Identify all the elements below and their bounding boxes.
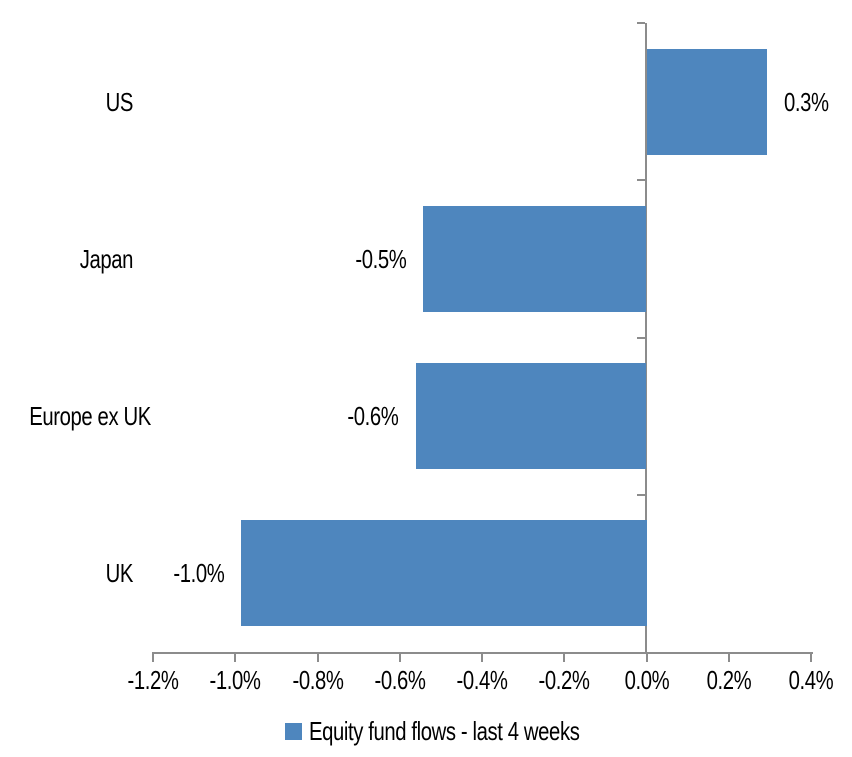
- x-axis-tick-4: [481, 654, 483, 662]
- category-label-uk: UK: [105, 558, 134, 589]
- data-label-europe-ex-uk: -0.6%: [347, 401, 399, 432]
- legend-label: Equity fund flows - last 4 weeks: [309, 716, 580, 746]
- bar-japan: [423, 205, 647, 312]
- x-axis-tick-6: [645, 654, 648, 662]
- bar-uk: [241, 520, 647, 627]
- x-axis-tick-label-6: 0.0%: [624, 665, 669, 695]
- legend-swatch: [285, 723, 302, 740]
- x-axis-tick-label-1: -1.0%: [209, 665, 261, 695]
- x-axis-tick-label-2: -0.8%: [291, 665, 344, 695]
- x-axis-tick-7: [727, 654, 730, 662]
- x-axis-tick-label-4: -0.4%: [456, 665, 508, 695]
- data-label-uk: -1.0%: [172, 558, 224, 589]
- x-axis-tick-label-8: 0.4%: [788, 665, 834, 695]
- data-label-us: 0.3%: [784, 86, 829, 117]
- category-label-europe-ex-uk: Europe ex UK: [29, 401, 151, 432]
- x-axis-tick-5: [563, 654, 566, 662]
- bar-europe-ex-uk: [415, 363, 647, 470]
- x-axis-tick-8: [810, 654, 812, 662]
- category-label-japan: Japan: [79, 243, 134, 274]
- zero-baseline-line: [645, 23, 647, 654]
- x-axis-tick-label-7: 0.2%: [706, 665, 752, 695]
- x-axis-tick-label-3: -0.6%: [374, 665, 426, 695]
- x-axis-tick-0: [152, 654, 154, 662]
- baseline-tick-0: [637, 22, 645, 24]
- x-axis-tick-1: [234, 654, 237, 662]
- x-axis-line: [152, 652, 813, 654]
- x-axis-tick-3: [398, 654, 401, 662]
- baseline-tick-3: [637, 493, 645, 496]
- baseline-tick-1: [637, 179, 645, 182]
- category-label-us: US: [105, 86, 134, 117]
- bar-us: [646, 48, 767, 155]
- x-axis-tick-label-0: -1.2%: [127, 665, 179, 695]
- baseline-tick-2: [637, 336, 645, 339]
- x-axis-tick-2: [316, 654, 319, 662]
- x-axis-tick-label-5: -0.2%: [538, 665, 590, 695]
- data-label-japan: -0.5%: [355, 243, 407, 274]
